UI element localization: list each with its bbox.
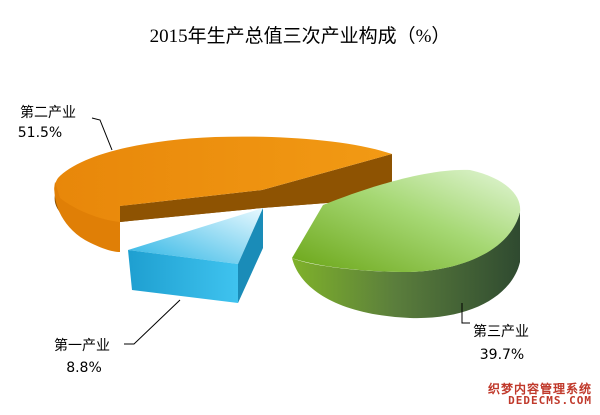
slice-secondary-top <box>54 136 393 228</box>
slice-primary-side <box>238 208 263 303</box>
label-tertiary-value: 39.7% <box>480 347 524 363</box>
slice-tertiary-top <box>292 169 521 272</box>
slice-primary-top <box>128 208 263 264</box>
slice-secondary-dark-face <box>120 154 392 222</box>
leader-line-tertiary <box>461 303 470 324</box>
chart-title: 2015年生产总值三次产业构成（%） <box>150 25 451 47</box>
watermark-line-1: 织梦内容管理系统 <box>487 382 592 396</box>
label-primary-value: 8.8% <box>66 360 102 376</box>
leader-line-primary <box>124 299 181 345</box>
label-secondary-value: 51.5% <box>18 125 62 141</box>
slice-tertiary-industry <box>292 169 521 319</box>
label-primary-name: 第一产业 <box>54 337 110 354</box>
slice-secondary-industry <box>54 136 393 252</box>
site-watermark: 织梦内容管理系统 DEDECMS.COM <box>488 383 592 407</box>
label-tertiary-name: 第三产业 <box>473 323 529 340</box>
label-secondary-name: 第二产业 <box>20 104 76 121</box>
slice-secondary-front <box>54 182 120 252</box>
slice-primary-industry <box>128 208 263 303</box>
slice-primary-front <box>128 250 238 303</box>
watermark-line-2: DEDECMS.COM <box>508 394 592 407</box>
leader-line-secondary <box>91 117 113 151</box>
slice-tertiary-side <box>292 212 520 319</box>
